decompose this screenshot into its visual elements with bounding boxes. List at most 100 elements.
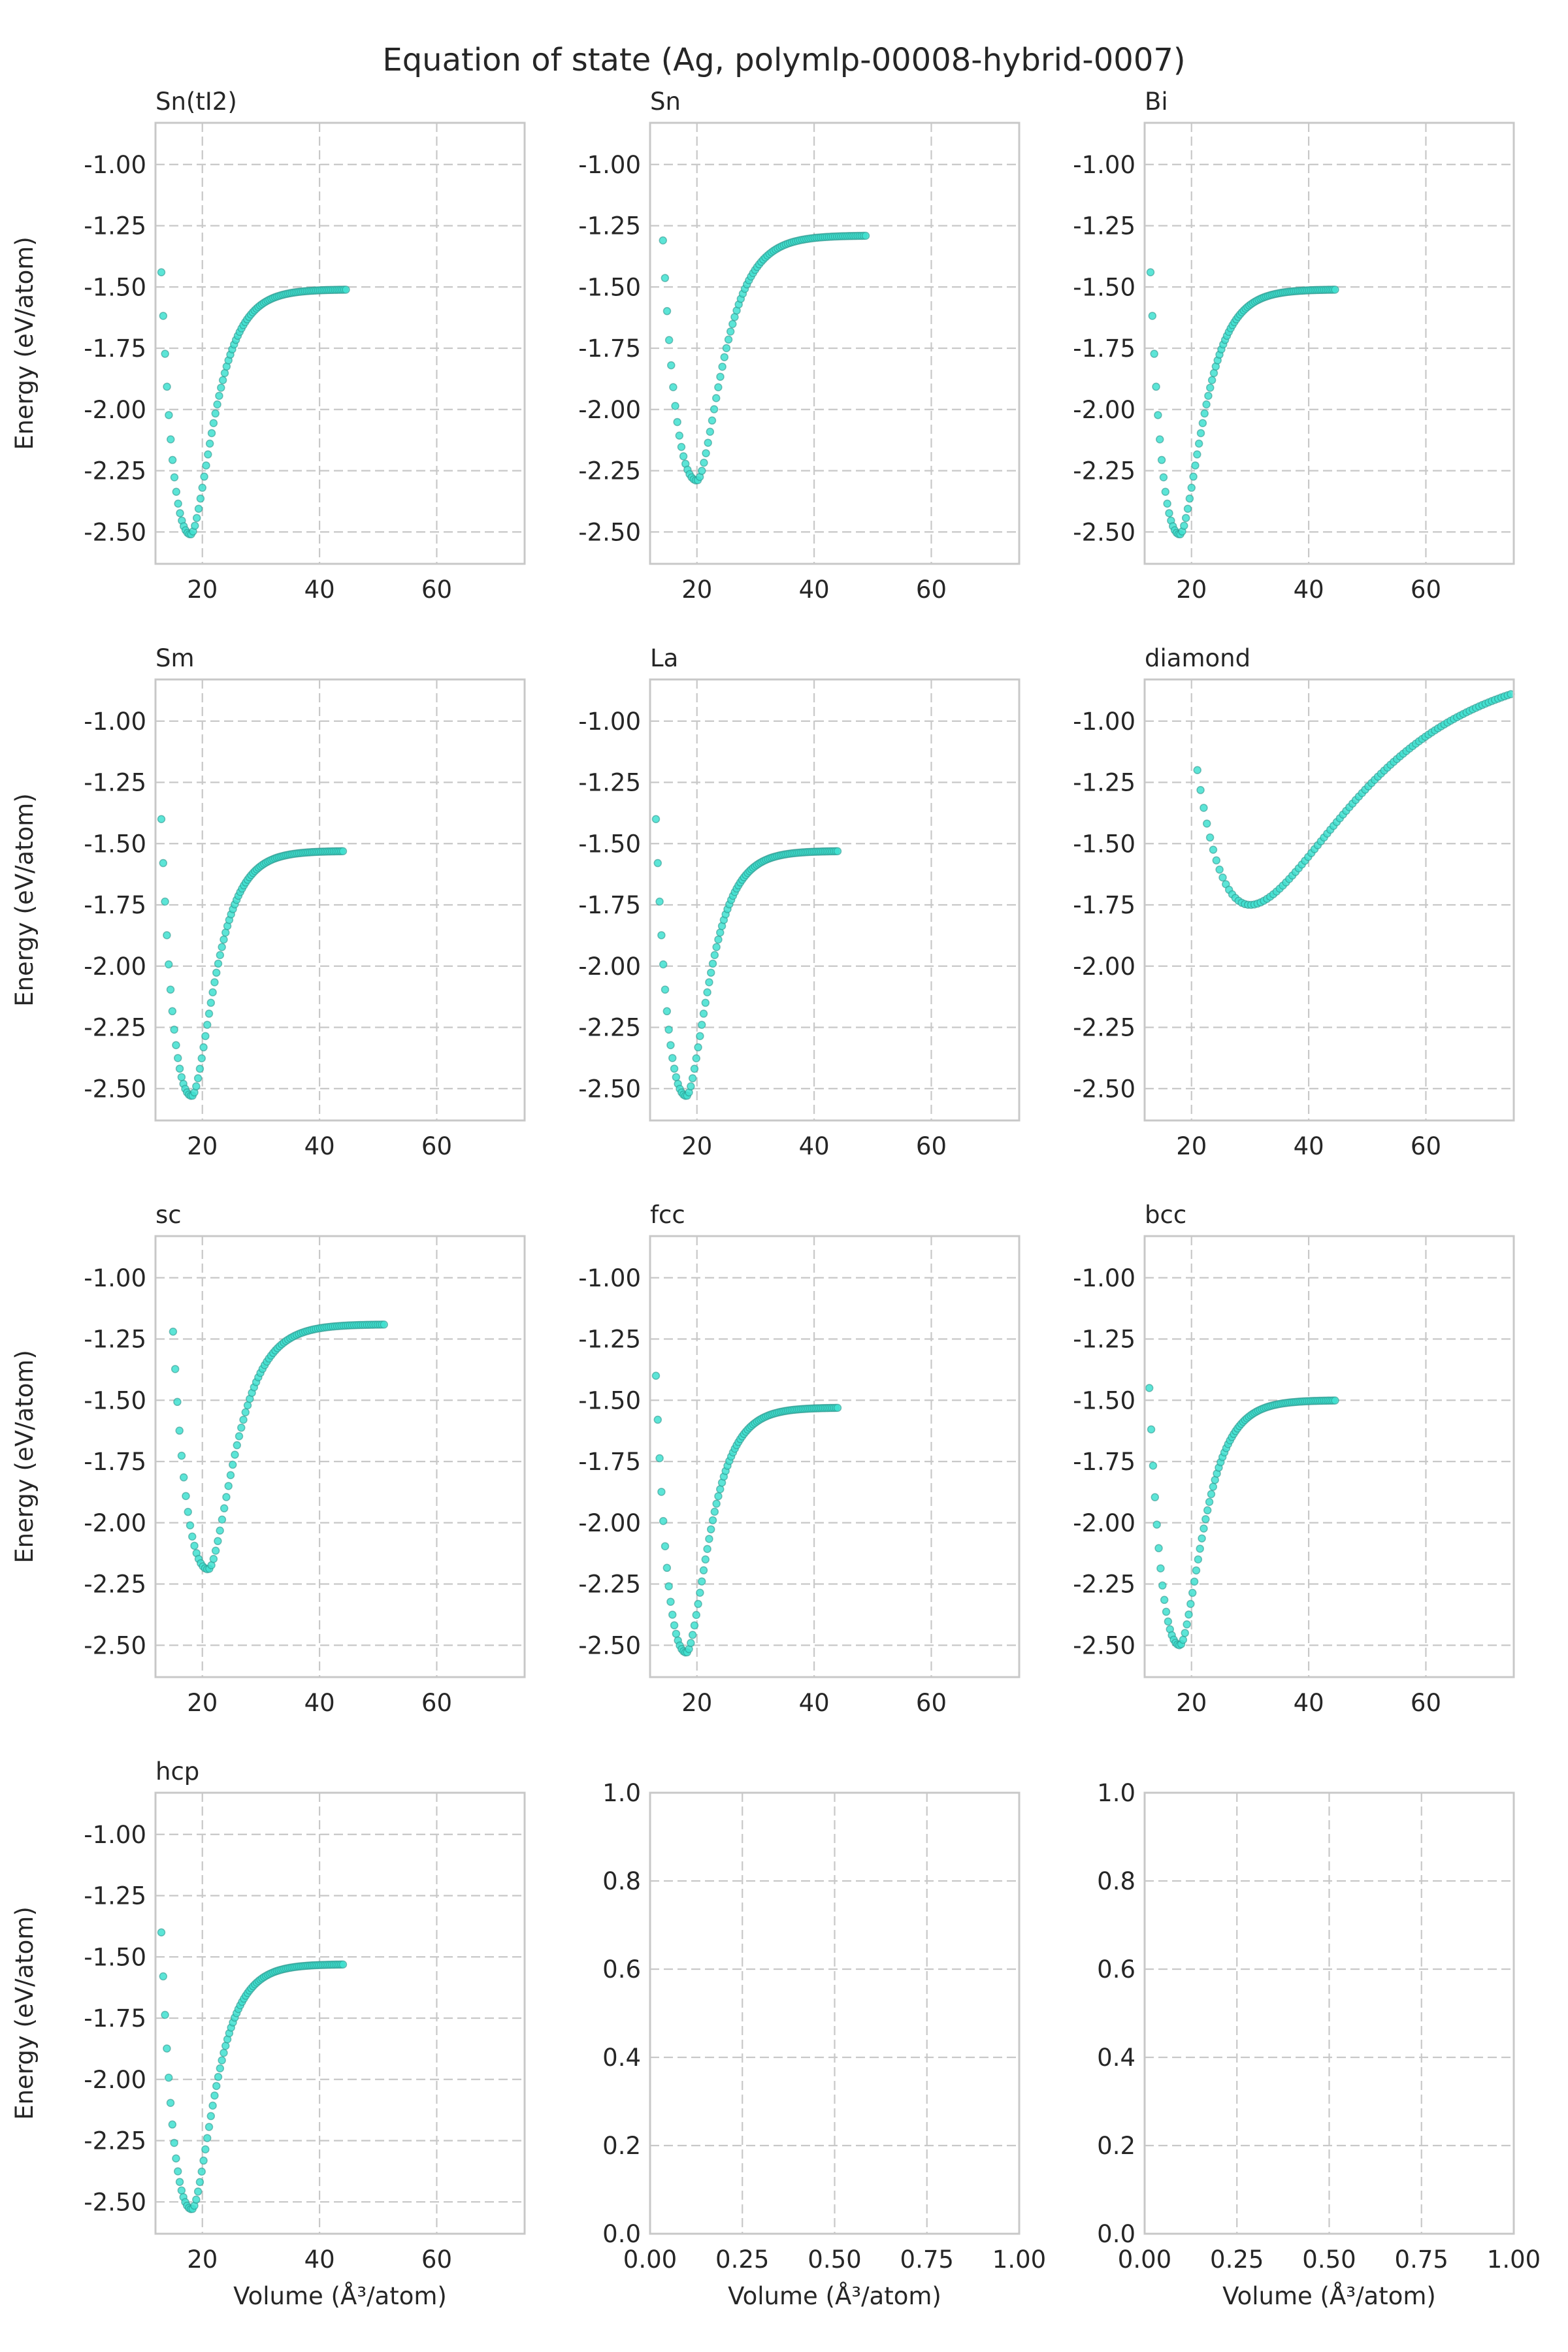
data-point <box>194 504 203 513</box>
data-point <box>211 409 220 418</box>
data-point <box>182 1492 190 1501</box>
plot-frame <box>649 678 1021 1122</box>
y-tick-label: -1.50 <box>84 1943 146 1971</box>
data-point <box>657 931 666 939</box>
y-tick-label: -1.25 <box>578 212 641 240</box>
subplot-diamond: 20 40 60 -1.00 -1.25 -1.50 -1.75 -2.00 -2.25 -2.5… <box>1073 644 1515 1160</box>
data-point <box>705 1535 713 1543</box>
y-axis-label: Energy (eV/atom) <box>10 1906 39 2120</box>
data-point <box>196 494 205 503</box>
data-point <box>170 1025 178 1034</box>
data-point <box>159 1972 168 1981</box>
data-point <box>380 1320 389 1329</box>
data-point <box>177 1073 186 1081</box>
data-point <box>664 1025 673 1034</box>
plot-frame <box>154 1235 526 1678</box>
data-point <box>159 858 168 868</box>
data-point <box>1154 411 1162 419</box>
data-point <box>220 368 229 378</box>
subplot-sc: 20 40 60 -1.00 -1.25 -1.50 -1.75 -2.00 -2.25 -2.5… <box>10 1201 526 1717</box>
data-point <box>1146 268 1155 276</box>
data-point <box>212 968 221 977</box>
data-point <box>173 1054 182 1062</box>
data-point <box>673 417 681 427</box>
subplot-Sn: 20 40 60 -1.00 -1.25 -1.50 -1.75 -2.00 -2.25 -2.5… <box>578 88 1021 604</box>
data-point <box>204 450 212 459</box>
data-point <box>157 815 166 823</box>
data-point <box>708 1516 717 1525</box>
data-point <box>704 438 712 447</box>
subplot-empty-11: 0.00 0.25 0.50 0.75 1.00 0.0 0.2 0.4 0.6 0.8 1.0 Vo… <box>1097 1779 1541 2310</box>
subplot-empty-10: 0.00 0.25 0.50 0.75 1.00 0.0 0.2 0.4 0.6 0.8 1.0 Vo… <box>602 1779 1046 2310</box>
y-tick-label: -2.50 <box>84 1075 146 1103</box>
data-point <box>1196 786 1205 794</box>
y-tick-label: -1.25 <box>84 1326 146 1354</box>
x-tick-label: 40 <box>304 576 335 604</box>
subplot-Bi: 20 40 60 -1.00 -1.25 -1.50 -1.75 -2.00 -2.25 -2.5… <box>1073 88 1515 604</box>
data-point <box>698 466 706 475</box>
data-point <box>214 2072 223 2082</box>
data-point <box>177 1451 186 1460</box>
data-point <box>220 1504 229 1512</box>
x-tick-label: 20 <box>187 1132 218 1160</box>
y-tick-label: -1.25 <box>84 212 146 240</box>
y-tick-label: -2.00 <box>578 396 641 424</box>
data-point <box>213 400 221 409</box>
y-tick-label: -2.00 <box>84 396 146 424</box>
data-point <box>1193 766 1201 774</box>
x-tick-label: 0.50 <box>1302 2246 1356 2274</box>
data-point <box>679 452 688 461</box>
y-tick-label: -2.50 <box>1073 518 1135 546</box>
data-point <box>728 319 737 329</box>
data-point <box>712 943 721 951</box>
plot-frame <box>1143 1235 1515 1678</box>
data-point <box>218 1515 227 1524</box>
x-tick-label: 0.25 <box>1210 2246 1264 2274</box>
data-point <box>175 1426 184 1435</box>
data-point <box>1154 1544 1163 1552</box>
data-point <box>668 1610 677 1619</box>
data-point <box>703 1544 711 1554</box>
subplot-title: fcc <box>650 1201 685 1229</box>
data-point <box>659 960 668 969</box>
data-point <box>1184 1610 1193 1619</box>
data-point <box>1148 312 1157 320</box>
y-tick-label: -1.50 <box>84 830 146 858</box>
data-point <box>195 2178 204 2187</box>
y-tick-label: -2.00 <box>84 953 146 981</box>
data-point <box>176 509 184 517</box>
data-point <box>1180 521 1188 530</box>
y-tick-label: -2.25 <box>578 1014 641 1042</box>
data-point <box>186 1521 195 1529</box>
data-point <box>1189 472 1198 481</box>
y-tick-label: -1.75 <box>84 1448 146 1476</box>
data-point <box>203 1021 212 1029</box>
data-point <box>168 2120 177 2129</box>
subplot-Sn(tI2): 20 40 60 -1.00 -1.25 -1.50 -1.75 -2.00 -2.25 -2.5… <box>10 88 526 604</box>
data-point <box>215 391 223 400</box>
y-tick-label: 0.6 <box>1097 1955 1135 1984</box>
data-point <box>1163 499 1171 508</box>
x-tick-label: 1.00 <box>1487 2246 1541 2274</box>
data-point <box>193 2187 203 2196</box>
data-point <box>216 2064 225 2073</box>
data-point <box>1209 1482 1218 1491</box>
data-point <box>699 1566 708 1575</box>
data-point <box>1187 483 1196 492</box>
data-point <box>1212 856 1221 865</box>
data-point <box>711 394 721 402</box>
data-point <box>218 943 226 951</box>
data-point <box>653 1415 662 1424</box>
x-tick-label: 40 <box>799 1132 830 1160</box>
data-point <box>222 1493 231 1501</box>
data-point <box>161 897 169 906</box>
data-point <box>1161 487 1170 496</box>
y-tick-label: -2.25 <box>1073 457 1135 485</box>
data-point <box>690 1064 699 1073</box>
data-point <box>175 1064 184 1073</box>
subplot-title: hcp <box>155 1757 199 1786</box>
data-point <box>201 1032 210 1041</box>
data-point <box>687 1082 695 1091</box>
data-point <box>172 487 181 496</box>
data-point <box>165 411 173 419</box>
